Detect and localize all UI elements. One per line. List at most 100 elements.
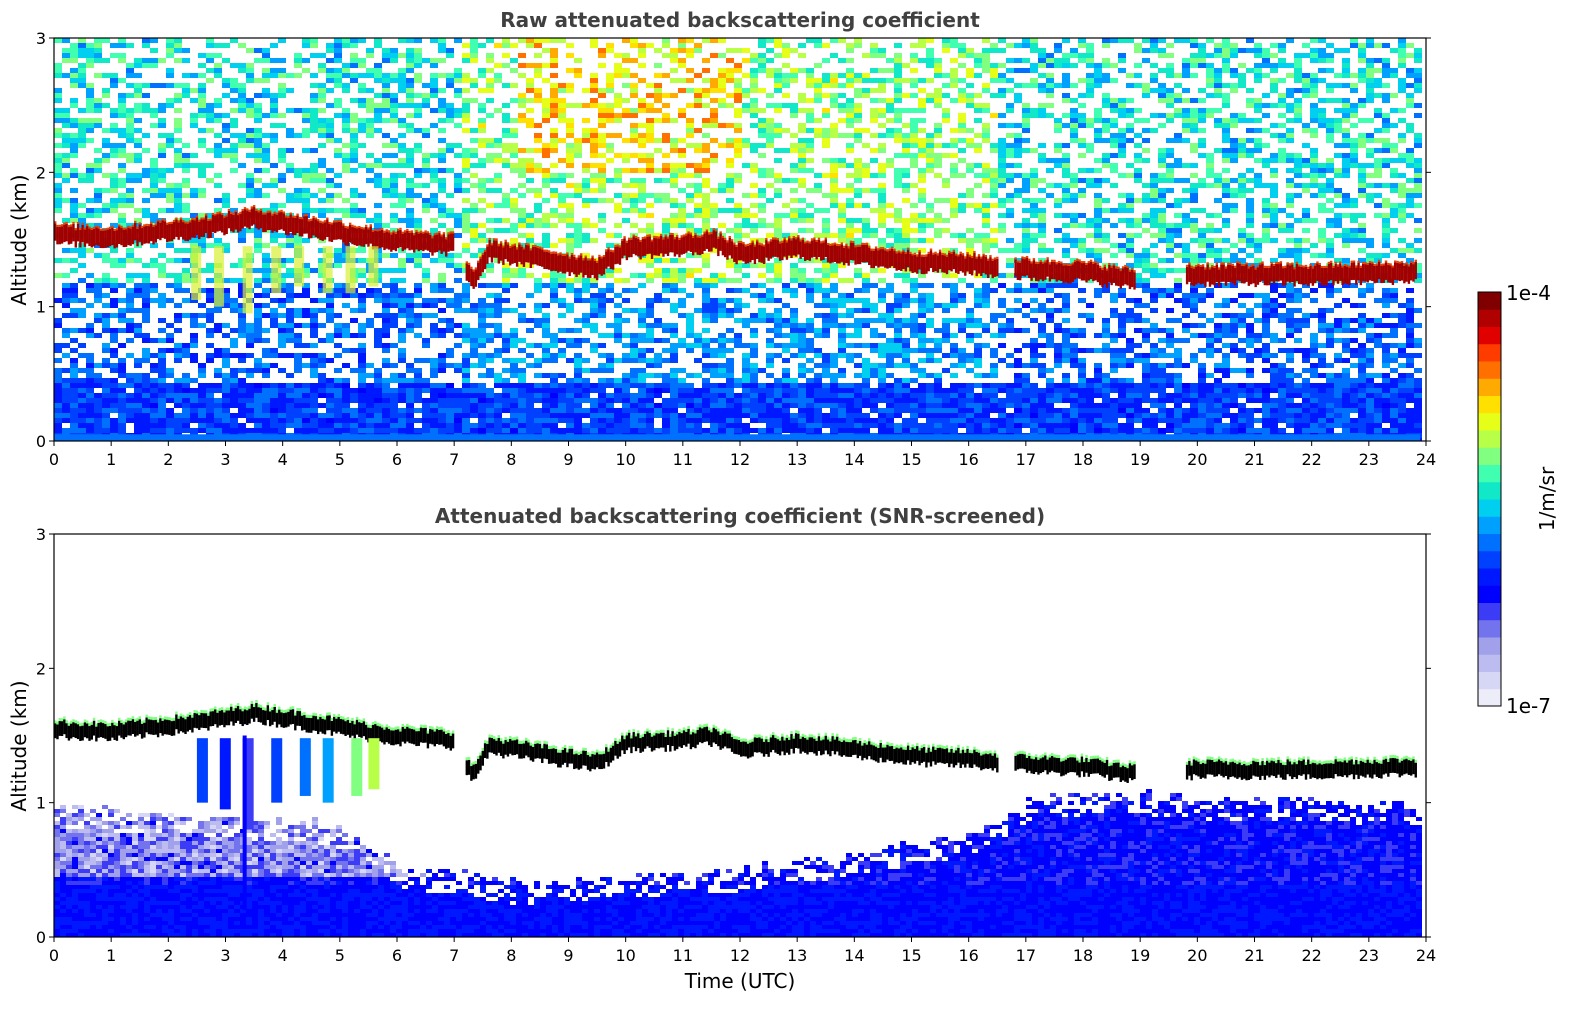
raw-pixel xyxy=(414,38,422,43)
raw-pixel xyxy=(502,158,510,163)
raw-pixel xyxy=(270,98,278,103)
raw-pixel xyxy=(534,358,542,363)
raw-pixel xyxy=(854,268,862,273)
raw-pixel xyxy=(718,78,726,83)
raw-pixel xyxy=(878,353,886,358)
raw-pixel xyxy=(142,58,150,63)
raw-pixel xyxy=(542,328,550,333)
raw-pixel xyxy=(814,313,822,318)
raw-pixel xyxy=(742,368,750,373)
raw-pixel xyxy=(550,338,558,343)
raw-pixel xyxy=(398,418,406,423)
raw-pixel xyxy=(726,388,734,393)
raw-pixel xyxy=(374,183,382,188)
raw-pixel xyxy=(190,238,198,243)
raw-pixel xyxy=(590,223,598,228)
raw-pixel xyxy=(702,308,710,313)
raw-pixel xyxy=(382,333,390,338)
raw-pixel xyxy=(126,193,134,198)
raw-pixel xyxy=(86,178,94,183)
raw-pixel xyxy=(582,198,590,203)
raw-pixel xyxy=(494,298,502,303)
raw-pixel xyxy=(798,258,806,263)
raw-pixel xyxy=(246,403,254,408)
raw-pixel xyxy=(390,58,398,63)
raw-pixel xyxy=(422,313,430,318)
raw-pixel xyxy=(158,253,166,258)
raw-pixel xyxy=(222,113,230,118)
raw-pixel xyxy=(214,353,222,358)
raw-pixel xyxy=(550,128,558,133)
raw-pixel xyxy=(478,283,486,288)
raw-pixel xyxy=(110,378,118,383)
raw-pixel xyxy=(326,88,334,93)
raw-pixel xyxy=(558,173,566,178)
raw-pixel xyxy=(126,153,134,158)
raw-pixel xyxy=(382,293,390,298)
raw-pixel xyxy=(774,353,782,358)
raw-pixel xyxy=(62,403,70,408)
raw-pixel xyxy=(766,343,774,348)
raw-pixel xyxy=(62,303,70,308)
raw-pixel xyxy=(134,118,142,123)
raw-pixel xyxy=(590,408,598,413)
raw-pixel xyxy=(566,378,574,383)
raw-pixel xyxy=(590,128,598,133)
raw-pixel xyxy=(614,318,622,323)
raw-pixel xyxy=(718,208,726,213)
raw-pixel xyxy=(718,368,726,373)
raw-pixel xyxy=(270,383,278,388)
raw-pixel xyxy=(742,193,750,198)
raw-pixel xyxy=(830,173,838,178)
raw-pixel xyxy=(358,128,366,133)
raw-pixel xyxy=(614,293,622,298)
raw-pixel xyxy=(870,308,878,313)
raw-pixel xyxy=(78,328,86,333)
raw-pixel xyxy=(390,203,398,208)
raw-pixel xyxy=(710,138,718,143)
raw-pixel xyxy=(438,168,446,173)
raw-pixel xyxy=(742,223,750,228)
raw-pixel xyxy=(590,388,598,393)
raw-pixel xyxy=(174,158,182,163)
raw-pixel xyxy=(662,168,670,173)
raw-pixel xyxy=(470,208,478,213)
raw-pixel xyxy=(254,248,262,253)
raw-pixel xyxy=(94,333,102,338)
raw-pixel xyxy=(142,43,150,48)
raw-pixel xyxy=(462,43,470,48)
raw-pixel xyxy=(806,378,814,383)
raw-pixel xyxy=(310,128,318,133)
raw-pixel xyxy=(518,388,526,393)
raw-pixel xyxy=(118,38,126,43)
raw-pixel xyxy=(798,153,806,158)
raw-pixel xyxy=(558,83,566,88)
raw-pixel xyxy=(734,258,742,263)
raw-pixel xyxy=(318,198,326,203)
raw-pixel xyxy=(550,373,558,378)
raw-pixel xyxy=(702,68,710,73)
raw-pixel xyxy=(782,343,790,348)
raw-pixel xyxy=(230,328,238,333)
raw-pixel xyxy=(406,253,414,258)
raw-pixel xyxy=(630,288,638,293)
raw-pixel xyxy=(102,73,110,78)
raw-pixel xyxy=(542,153,550,158)
raw-pixel xyxy=(414,148,422,153)
raw-pixel xyxy=(854,38,862,43)
raw-pixel xyxy=(494,108,502,113)
raw-pixel xyxy=(310,298,318,303)
raw-pixel xyxy=(830,98,838,103)
raw-pixel xyxy=(326,293,334,298)
raw-pixel xyxy=(502,348,510,353)
raw-pixel xyxy=(454,123,462,128)
raw-pixel xyxy=(270,363,278,368)
raw-pixel xyxy=(318,178,326,183)
raw-pixel xyxy=(366,293,374,298)
raw-pixel xyxy=(366,408,374,413)
raw-pixel xyxy=(214,53,222,58)
raw-pixel xyxy=(870,393,878,398)
raw-pixel xyxy=(118,213,126,218)
raw-pixel xyxy=(822,303,830,308)
raw-pixel xyxy=(382,188,390,193)
